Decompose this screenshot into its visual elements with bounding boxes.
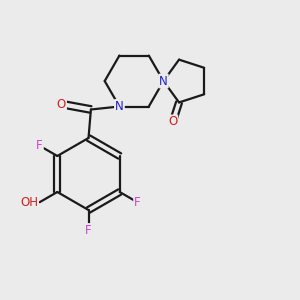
Text: N: N [115,100,124,113]
Text: OH: OH [20,196,38,209]
Text: O: O [57,98,66,111]
Text: F: F [134,196,141,209]
Text: N: N [115,100,124,113]
Text: N: N [159,74,168,88]
Text: F: F [85,224,92,237]
Text: O: O [168,115,177,128]
Text: F: F [36,139,43,152]
